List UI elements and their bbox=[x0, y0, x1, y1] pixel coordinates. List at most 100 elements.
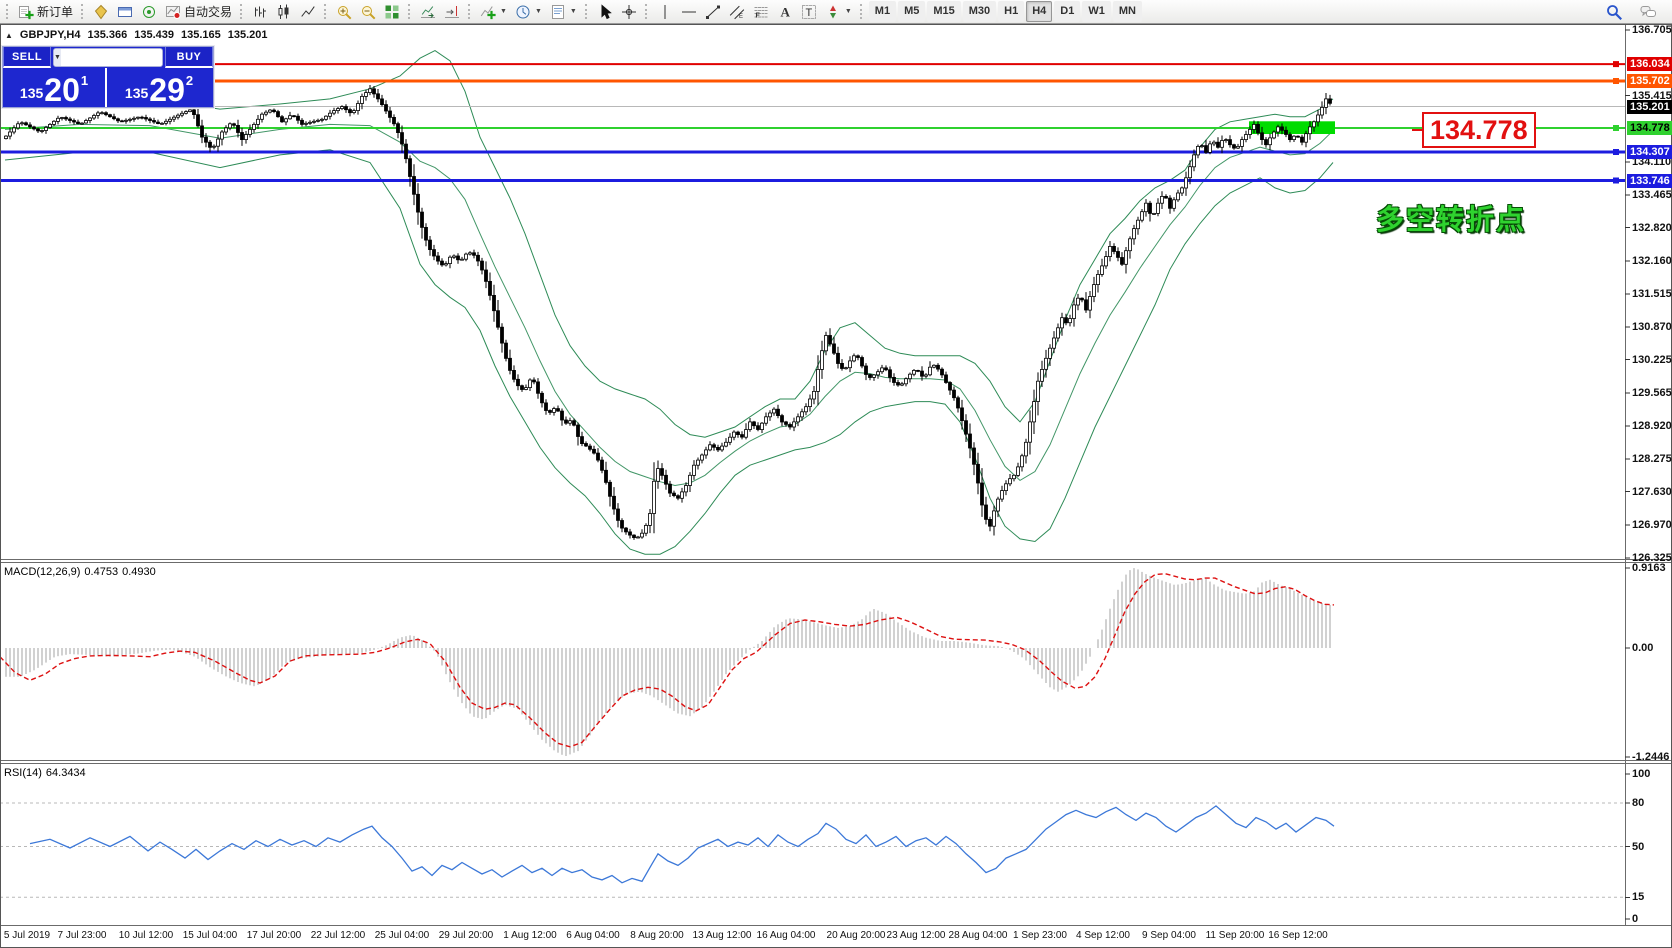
line-chart-button[interactable] bbox=[296, 2, 320, 22]
text-button[interactable]: A bbox=[773, 2, 797, 22]
level-price-label: 134.307 bbox=[1627, 144, 1672, 159]
chart-symbol-period: GBPJPY,H4 bbox=[19, 29, 81, 41]
collapse-panel-arrow[interactable]: ▲ bbox=[5, 30, 13, 40]
time-axis-label: 10 Jul 12:00 bbox=[118, 930, 174, 941]
toolbar-grip bbox=[468, 4, 473, 19]
volume-decrease-button[interactable]: ▼ bbox=[54, 49, 61, 66]
buy-button[interactable]: BUY bbox=[165, 47, 213, 68]
chevron-down-icon[interactable]: ▼ bbox=[500, 8, 507, 15]
time-axis-label: 11 Sep 20:00 bbox=[1205, 930, 1265, 941]
toolbar-grip bbox=[408, 4, 413, 19]
chat-button[interactable] bbox=[1636, 2, 1660, 22]
toolbar-grip bbox=[6, 4, 11, 19]
cursor-button[interactable] bbox=[593, 2, 617, 22]
rsi-axis-tick: 0 bbox=[1632, 913, 1639, 925]
fibonacci-button[interactable]: F bbox=[749, 2, 773, 22]
timeframe-M1-button[interactable]: M1 bbox=[868, 1, 897, 22]
toolbar-grip bbox=[644, 4, 650, 19]
sell-button[interactable]: SELL bbox=[3, 47, 51, 68]
line-chart-icon bbox=[300, 4, 316, 20]
chart-window[interactable]: ▲ GBPJPY,H4 135.366 135.439 135.165 135.… bbox=[0, 24, 1672, 948]
buy-price-display[interactable]: 135 29 2 bbox=[107, 68, 211, 107]
crosshair-button[interactable] bbox=[617, 2, 641, 22]
chevron-down-icon[interactable]: ▼ bbox=[569, 8, 577, 15]
buy-price-small: 135 bbox=[124, 85, 149, 101]
tile-windows-button[interactable] bbox=[380, 2, 404, 22]
bar-chart-button[interactable] bbox=[248, 2, 272, 22]
time-axis-label: 20 Aug 20:00 bbox=[826, 930, 886, 941]
timeframe-D1-button[interactable]: D1 bbox=[1054, 1, 1081, 22]
chat-icon bbox=[1640, 4, 1656, 20]
price-axis-tick: 128.920 bbox=[1632, 419, 1672, 432]
text-label-icon: T bbox=[801, 4, 817, 20]
periods-icon bbox=[515, 4, 531, 20]
volume-input[interactable] bbox=[60, 49, 162, 66]
tile-windows-icon bbox=[384, 4, 400, 20]
toolbar-grip bbox=[859, 4, 865, 19]
toolbar-button-label: 自动交易 bbox=[184, 5, 233, 19]
level-price-label: 134.778 bbox=[1627, 121, 1672, 136]
price-axis-tick: 133.465 bbox=[1632, 188, 1672, 201]
text-label-button[interactable]: T bbox=[797, 2, 821, 22]
data-window-button[interactable] bbox=[113, 2, 137, 22]
navigator-icon bbox=[141, 4, 157, 20]
price-axis-tick: 129.565 bbox=[1632, 387, 1672, 400]
zoom-out-button[interactable] bbox=[356, 2, 380, 22]
chart-title: ▲ GBPJPY,H4 135.366 135.439 135.165 135.… bbox=[5, 29, 268, 41]
indicators-icon bbox=[480, 4, 496, 20]
svg-text:E: E bbox=[739, 14, 743, 20]
time-axis-label: 29 Jul 20:00 bbox=[438, 930, 494, 941]
timeframe-H4-button[interactable]: H4 bbox=[1026, 1, 1053, 22]
chevron-down-icon[interactable]: ▼ bbox=[844, 8, 852, 15]
marketwatch-button[interactable] bbox=[89, 2, 113, 22]
indicators-button[interactable]: ▼ bbox=[476, 2, 511, 22]
toolbar-button-label: 新订单 bbox=[37, 5, 74, 19]
turning-point-annotation[interactable]: 多空转折点 bbox=[1376, 204, 1527, 235]
macd-indicator-label: MACD(12,26,9) 0.4753 0.4930 bbox=[4, 566, 160, 578]
timeframe-M5-button[interactable]: M5 bbox=[898, 1, 926, 22]
macd-signal-value: 0.4930 bbox=[122, 566, 156, 578]
time-axis-label: 6 Aug 04:00 bbox=[566, 930, 620, 941]
price-axis-tick: 136.705 bbox=[1632, 24, 1672, 36]
templates-button[interactable]: ▼ bbox=[546, 2, 581, 22]
arrows-button[interactable]: ▼ bbox=[821, 2, 856, 22]
search-button[interactable] bbox=[1602, 2, 1626, 22]
trendline-button[interactable] bbox=[701, 2, 725, 22]
candlestick-icon bbox=[276, 4, 292, 20]
fibonacci-icon: F bbox=[753, 4, 769, 20]
zoom-in-button[interactable] bbox=[332, 2, 356, 22]
timeframe-M15-button[interactable]: M15 bbox=[927, 1, 961, 22]
ohlc-close: 135.201 bbox=[227, 29, 268, 41]
toolbar-grip bbox=[584, 4, 590, 19]
svg-text:F: F bbox=[755, 12, 760, 19]
new-order-button[interactable]: 新订单 bbox=[14, 1, 77, 22]
periods-button[interactable]: ▼ bbox=[511, 2, 546, 22]
autotrading-button[interactable]: 自动交易 bbox=[161, 1, 236, 22]
vertical-line-button[interactable] bbox=[653, 2, 677, 22]
price-callout-label[interactable]: 134.778 bbox=[1422, 112, 1536, 148]
navigator-button[interactable] bbox=[137, 2, 161, 22]
price-axis-tick: 127.630 bbox=[1632, 485, 1672, 498]
time-axis-label: 23 Aug 12:00 bbox=[886, 930, 946, 941]
candlestick-button[interactable] bbox=[272, 2, 296, 22]
chevron-down-icon[interactable]: ▼ bbox=[534, 8, 542, 15]
horizontal-line-button[interactable] bbox=[677, 2, 701, 22]
toolbar-grip bbox=[240, 4, 245, 19]
timeframe-M30-button[interactable]: M30 bbox=[962, 1, 997, 22]
chart-shift-button[interactable] bbox=[440, 2, 464, 22]
price-axis-tick: 134.110 bbox=[1632, 155, 1672, 168]
toolbar: 新订单 自动交易 ▼ ▼ ▼ E F A T ▼ M1 M5 M15 M30 H1 H4 D1 W1 MN bbox=[0, 0, 1672, 24]
chart-canvas[interactable] bbox=[0, 24, 1672, 948]
crosshair-icon bbox=[621, 4, 637, 20]
text-icon: A bbox=[777, 4, 793, 20]
macd-name: MACD(12,26,9) bbox=[4, 566, 81, 578]
time-axis-label: 25 Jul 04:00 bbox=[374, 930, 430, 941]
timeframe-H1-button[interactable]: H1 bbox=[998, 1, 1025, 22]
time-axis-label: 1 Aug 12:00 bbox=[503, 930, 557, 941]
time-axis-label: 15 Jul 04:00 bbox=[182, 930, 238, 941]
equidistant-channel-button[interactable]: E bbox=[725, 2, 749, 22]
timeframe-W1-button[interactable]: W1 bbox=[1082, 1, 1111, 22]
auto-scroll-button[interactable] bbox=[416, 2, 440, 22]
timeframe-MN-button[interactable]: MN bbox=[1112, 1, 1142, 22]
sell-price-display[interactable]: 135 20 1 bbox=[3, 68, 107, 107]
